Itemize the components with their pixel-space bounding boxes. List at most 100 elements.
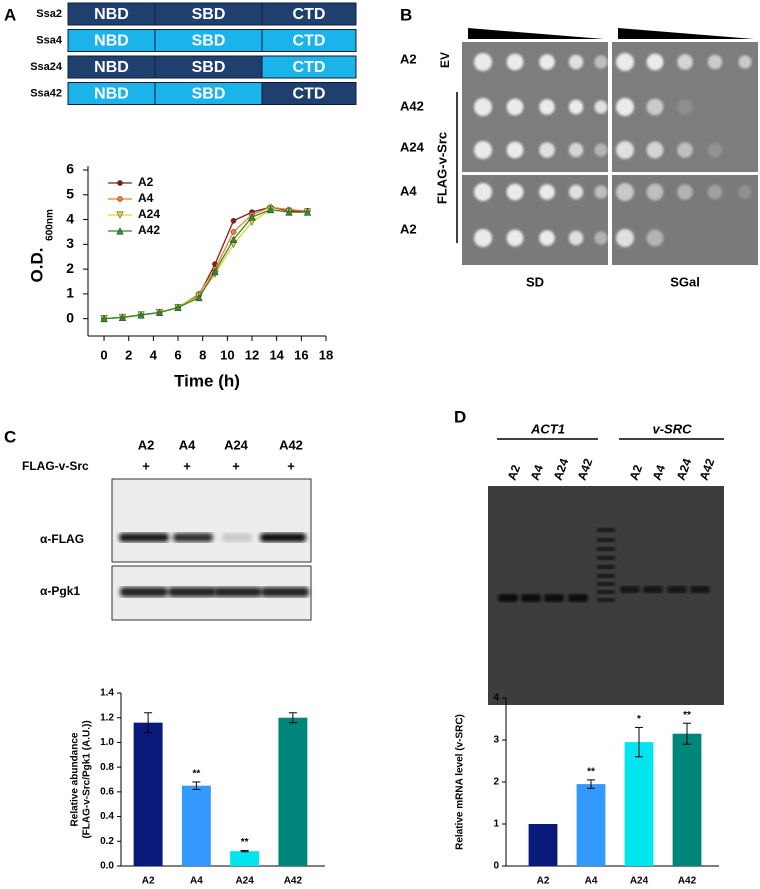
y-tick-label: 0 [66, 309, 74, 325]
construct-label: FLAG-v-Src [22, 459, 89, 473]
x-tick-label: 14 [269, 347, 284, 362]
data-point [248, 213, 256, 221]
yeast-spot [646, 53, 664, 71]
group-label: EV [438, 52, 452, 68]
significance-mark: ** [241, 837, 249, 848]
x-tick-label: 16 [294, 347, 308, 362]
bar [576, 784, 606, 866]
data-point [174, 303, 182, 312]
y-tick-label: 0.8 [100, 762, 114, 773]
domain-label: CTD [293, 86, 326, 103]
blot-band [260, 533, 306, 542]
y-tick-label: 1.0 [100, 737, 114, 748]
y-tick-label: 1 [493, 819, 499, 830]
data-point [137, 311, 145, 319]
ladder-band [597, 556, 615, 560]
data-point [117, 180, 123, 186]
lane-label: A42 [697, 456, 718, 482]
domain-box [261, 29, 357, 52]
treatment-sign: + [183, 458, 191, 473]
significance-mark: ** [192, 769, 200, 780]
bar [181, 785, 211, 866]
legend-label: A4 [138, 191, 154, 205]
yeast-spot [677, 54, 693, 70]
strain-label: A2 [400, 221, 417, 236]
yeast-spot [506, 141, 524, 159]
lane-label: A42 [279, 437, 303, 452]
gene-label: ACT1 [530, 421, 565, 436]
yeast-spot [539, 99, 555, 115]
yeast-spot [616, 141, 634, 159]
significance-mark: * [637, 714, 641, 725]
y-tick-label: 4 [493, 693, 499, 704]
yeast-spot [594, 185, 608, 199]
ladder-band [597, 574, 615, 578]
strain-label: A24 [400, 139, 425, 154]
yeast-spot [474, 183, 492, 201]
x-tick-label: 10 [220, 347, 234, 362]
y-tick-label: 3 [493, 735, 499, 746]
significance-mark: ** [683, 710, 691, 721]
domain-label: CTD [293, 6, 326, 23]
protein-name: Ssa24 [30, 61, 63, 73]
bar [528, 824, 558, 866]
lane-label: A24 [551, 456, 572, 482]
gel-band [620, 586, 640, 593]
gel-band [568, 594, 588, 602]
yeast-spot [616, 98, 634, 116]
data-point [117, 196, 123, 202]
bar [278, 717, 308, 866]
treatment-sign: + [232, 458, 240, 473]
yeast-spot [646, 98, 664, 116]
panel-label: B [400, 5, 412, 24]
x-tick-label: A2 [142, 876, 155, 887]
x-tick-label: A4 [585, 876, 598, 887]
data-point [155, 308, 164, 317]
significance-mark: ** [587, 767, 595, 778]
blot-band [119, 533, 169, 542]
gel-band [498, 594, 518, 602]
y-tick-label: 6 [66, 161, 74, 177]
yeast-spot [506, 53, 524, 71]
yeast-spot [646, 229, 664, 247]
data-point [266, 205, 275, 214]
series-line [103, 206, 308, 320]
y-tick-label: 0.0 [100, 861, 114, 872]
yeast-spot [539, 184, 555, 200]
lane-label: A24 [224, 437, 249, 452]
data-point [116, 227, 124, 235]
yeast-spot [646, 183, 664, 201]
y-tick-label: 5 [66, 185, 74, 201]
data-point [303, 208, 312, 216]
lane-label: A2 [505, 463, 524, 483]
x-tick-label: A24 [630, 876, 649, 887]
yeast-spot [707, 142, 723, 158]
ladder-band [597, 547, 615, 551]
lane-label: A4 [528, 463, 547, 483]
domain-label: SBD [192, 6, 226, 23]
y-axis-title: O.D. [27, 248, 46, 283]
series-line [103, 208, 308, 320]
gel-band [544, 594, 564, 602]
domain-label: NBD [94, 6, 129, 23]
yeast-spot [474, 98, 492, 116]
domain-label: CTD [293, 33, 326, 50]
yeast-spot [646, 141, 664, 159]
domain-label: CTD [293, 59, 326, 76]
x-tick-label: A24 [235, 876, 254, 887]
x-tick-label: A42 [284, 876, 303, 887]
x-tick-label: A4 [190, 876, 203, 887]
yeast-spot [539, 54, 555, 70]
yeast-spot [474, 229, 492, 247]
yeast-spot [568, 230, 584, 246]
ladder-band [597, 598, 615, 602]
yeast-spot [677, 142, 693, 158]
yeast-spot [594, 231, 608, 245]
y-tick-label: 4 [66, 210, 74, 226]
blot-band [261, 587, 309, 597]
ladder-band [597, 590, 615, 594]
antibody-label: α-FLAG [40, 532, 84, 546]
domain-label: NBD [94, 86, 129, 103]
ladder-band [597, 565, 615, 569]
